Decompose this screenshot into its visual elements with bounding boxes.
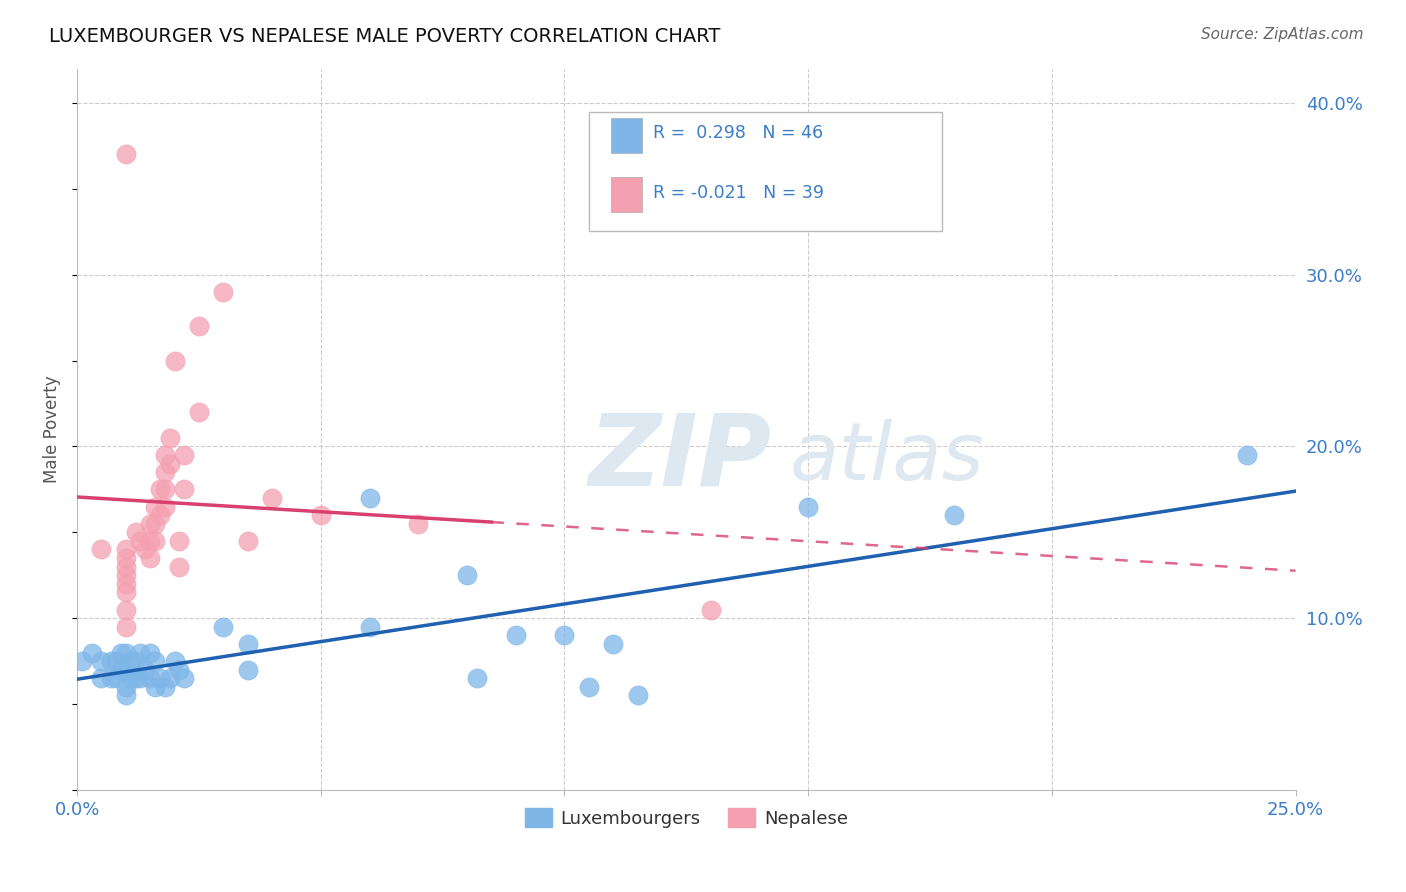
Point — [149, 671, 172, 685]
Point — [143, 533, 166, 548]
Point — [187, 405, 209, 419]
Point — [129, 671, 152, 685]
Y-axis label: Male Poverty: Male Poverty — [44, 376, 60, 483]
Point — [114, 559, 136, 574]
Point — [159, 671, 181, 685]
Text: LUXEMBOURGER VS NEPALESE MALE POVERTY CORRELATION CHART: LUXEMBOURGER VS NEPALESE MALE POVERTY CO… — [49, 27, 721, 45]
Point — [187, 319, 209, 334]
Point — [120, 671, 142, 685]
Point — [173, 448, 195, 462]
Point — [110, 646, 132, 660]
Point — [134, 542, 156, 557]
FancyBboxPatch shape — [610, 118, 643, 153]
Point — [456, 568, 478, 582]
Point — [114, 568, 136, 582]
Point — [153, 483, 176, 497]
Point — [70, 654, 93, 668]
Point — [309, 508, 332, 522]
Point — [100, 671, 122, 685]
Point — [169, 533, 191, 548]
Point — [114, 646, 136, 660]
Point — [153, 680, 176, 694]
Point — [149, 483, 172, 497]
Text: ZIP: ZIP — [589, 409, 772, 507]
Point — [139, 533, 162, 548]
Point — [163, 353, 186, 368]
Point — [173, 671, 195, 685]
Point — [100, 654, 122, 668]
Point — [124, 525, 146, 540]
Point — [114, 576, 136, 591]
Point — [163, 654, 186, 668]
Point — [114, 689, 136, 703]
Point — [505, 628, 527, 642]
Point — [553, 628, 575, 642]
Point — [943, 508, 966, 522]
Point — [105, 654, 128, 668]
Point — [602, 637, 624, 651]
Point — [124, 671, 146, 685]
Point — [114, 542, 136, 557]
Point — [153, 500, 176, 514]
Point — [465, 671, 488, 685]
Point — [578, 680, 600, 694]
Point — [90, 654, 112, 668]
Point — [153, 448, 176, 462]
Point — [120, 654, 142, 668]
Point — [139, 551, 162, 566]
Point — [143, 654, 166, 668]
Point — [159, 457, 181, 471]
Point — [406, 516, 429, 531]
Point — [260, 491, 283, 505]
Point — [90, 542, 112, 557]
Point — [159, 431, 181, 445]
Point — [110, 663, 132, 677]
FancyBboxPatch shape — [589, 112, 942, 231]
Point — [114, 663, 136, 677]
Point — [143, 516, 166, 531]
Point — [236, 533, 259, 548]
Point — [359, 491, 381, 505]
Point — [143, 500, 166, 514]
Point — [212, 285, 235, 299]
Point — [236, 637, 259, 651]
Point — [114, 680, 136, 694]
Point — [359, 620, 381, 634]
Point — [114, 551, 136, 566]
Point — [134, 663, 156, 677]
Point — [173, 483, 195, 497]
Point — [114, 620, 136, 634]
Point — [90, 671, 112, 685]
Point — [626, 689, 648, 703]
Text: R = -0.021   N = 39: R = -0.021 N = 39 — [654, 184, 824, 202]
Point — [139, 671, 162, 685]
Point — [149, 508, 172, 522]
Point — [114, 585, 136, 599]
Legend: Luxembourgers, Nepalese: Luxembourgers, Nepalese — [517, 801, 855, 835]
Point — [129, 646, 152, 660]
Point — [699, 602, 721, 616]
Point — [114, 602, 136, 616]
Point — [153, 465, 176, 479]
Point — [212, 620, 235, 634]
Point — [129, 533, 152, 548]
Point — [1236, 448, 1258, 462]
Point — [169, 663, 191, 677]
Text: atlas: atlas — [790, 419, 984, 497]
Point — [139, 516, 162, 531]
Point — [114, 147, 136, 161]
Text: Source: ZipAtlas.com: Source: ZipAtlas.com — [1201, 27, 1364, 42]
Point — [169, 559, 191, 574]
FancyBboxPatch shape — [610, 177, 643, 212]
Point — [797, 500, 820, 514]
Point — [124, 654, 146, 668]
Point — [139, 646, 162, 660]
Point — [80, 646, 103, 660]
Text: R =  0.298   N = 46: R = 0.298 N = 46 — [654, 125, 824, 143]
Point — [236, 663, 259, 677]
Point — [143, 680, 166, 694]
Point — [105, 671, 128, 685]
